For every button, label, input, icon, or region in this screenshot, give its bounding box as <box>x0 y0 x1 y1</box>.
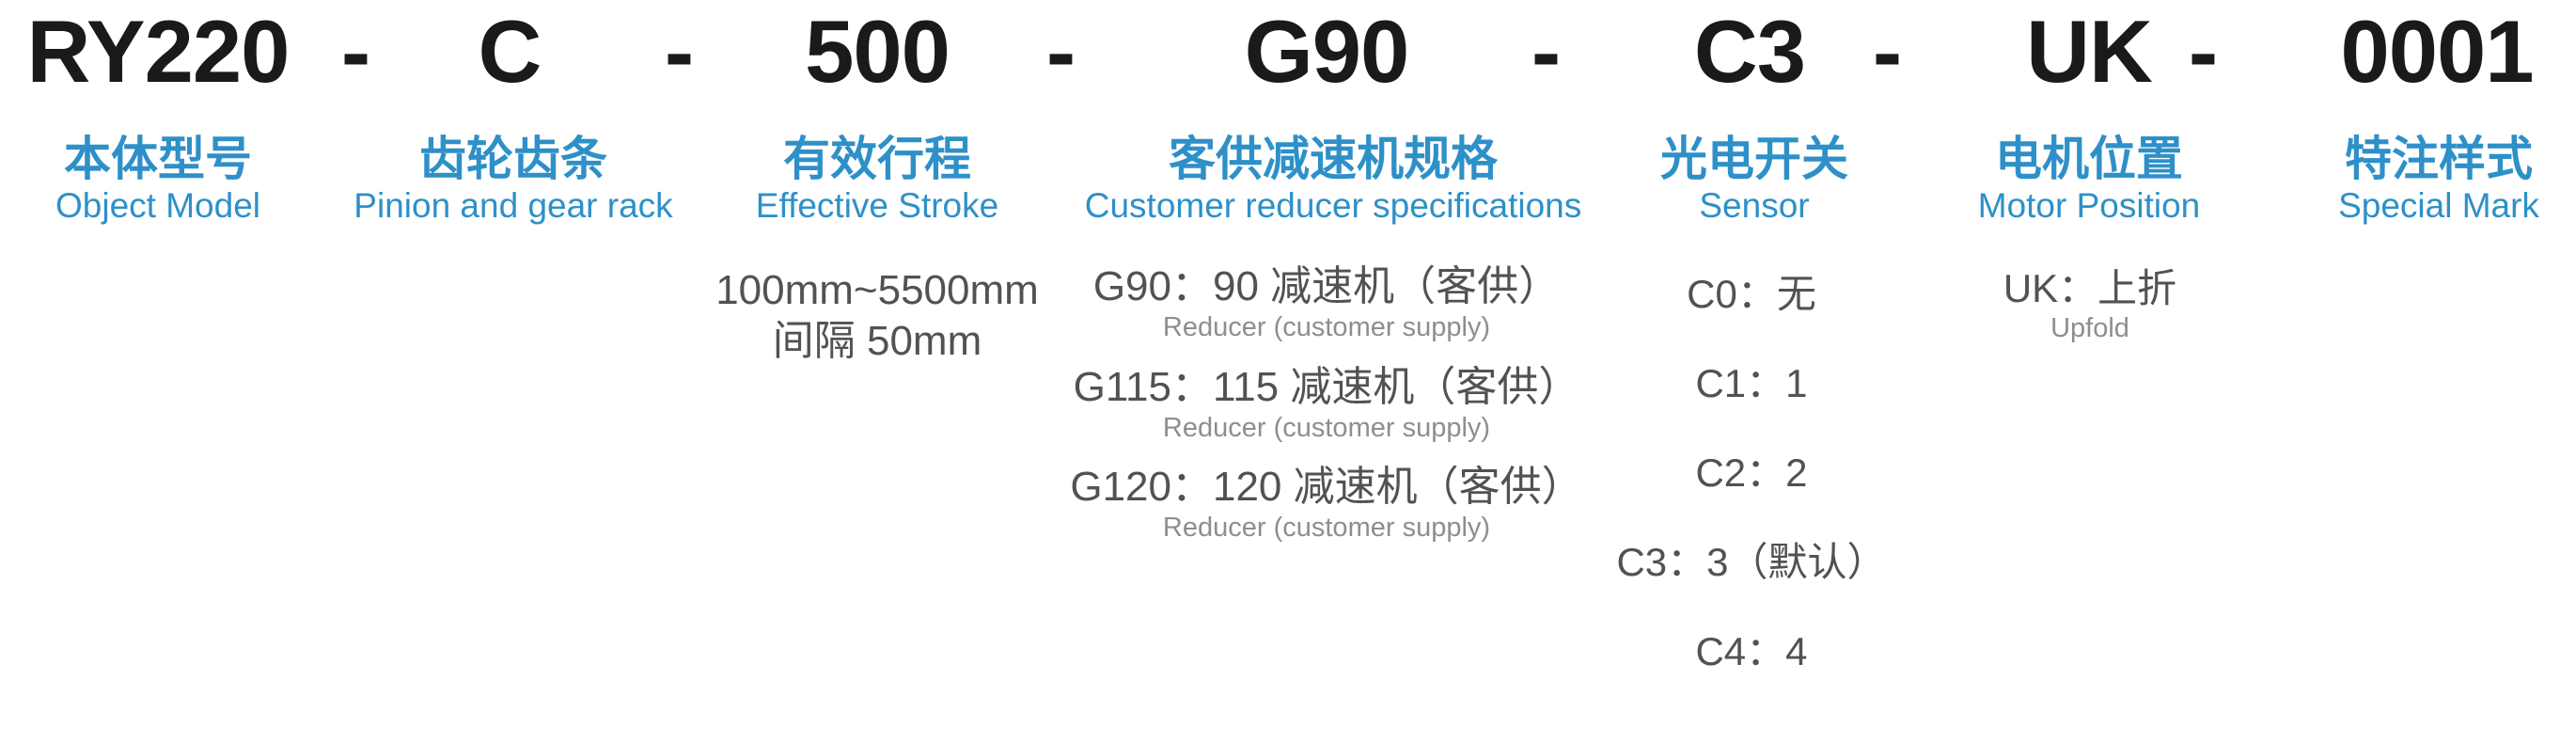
column-label-customer-reducer: 客供减速机规格 Customer reducer specifications <box>1085 134 1582 226</box>
code-separator: - <box>340 2 370 101</box>
code-separator: - <box>1531 2 1561 101</box>
label-zh: 电机位置 <box>1995 133 2183 185</box>
label-en: Sensor <box>1699 186 1810 225</box>
motor-position-option-uk: UK：上折 Upfold <box>2003 267 2176 344</box>
column-label-special-mark: 特注样式 Special Mark <box>2338 134 2539 226</box>
code-separator: - <box>1872 2 1902 101</box>
label-zh: 本体型号 <box>64 133 252 185</box>
code-separator: - <box>664 2 694 101</box>
sensor-option-c0: C0：无 <box>1687 272 1816 316</box>
label-en: Object Model <box>55 186 260 225</box>
reducer-option-text: G120：120 减速机（客供） <box>1070 464 1583 510</box>
code-separator: - <box>1045 2 1076 101</box>
reducer-option-sub: Reducer (customer supply) <box>1162 413 1491 443</box>
label-zh: 齿轮齿条 <box>418 133 607 185</box>
sensor-option-c2: C2：2 <box>1695 451 1808 495</box>
label-en: Effective Stroke <box>755 186 999 225</box>
label-zh: 客供减速机规格 <box>1169 133 1498 185</box>
reducer-option-g115: G115：115 减速机（客供） Reducer (customer suppl… <box>1074 364 1580 444</box>
reducer-option-text: G115：115 减速机（客供） <box>1073 364 1580 410</box>
label-zh: 有效行程 <box>782 133 971 185</box>
reducer-option-sub: Reducer (customer supply) <box>1162 312 1491 342</box>
sensor-option-c1: C1：1 <box>1695 361 1808 405</box>
code-segment-g90: G90 <box>1244 2 1410 101</box>
motor-position-option-text: UK：上折 <box>2003 266 2177 310</box>
column-label-pinion-gear-rack: 齿轮齿条 Pinion and gear rack <box>353 134 672 226</box>
column-label-sensor: 光电开关 Sensor <box>1660 134 1848 226</box>
reducer-option-sub: Reducer (customer supply) <box>1162 513 1491 543</box>
column-label-effective-stroke: 有效行程 Effective Stroke <box>756 134 998 226</box>
motor-position-option-sub: Upfold <box>2050 313 2129 343</box>
sensor-option-c4: C4：4 <box>1695 629 1808 673</box>
code-segment-ry220: RY220 <box>26 2 291 101</box>
reducer-option-g90: G90：90 减速机（客供） Reducer (customer supply) <box>1093 263 1560 343</box>
reducer-option-text: G90：90 减速机（客供） <box>1092 263 1561 309</box>
label-en: Special Mark <box>2338 186 2539 225</box>
code-segment-0001: 0001 <box>2340 2 2534 101</box>
stroke-range-detail: 100mm~5500mm 间隔 50mm <box>715 265 1039 367</box>
label-en: Motor Position <box>1977 186 2201 225</box>
code-segment-500: 500 <box>805 2 950 101</box>
stroke-range-line: 100mm~5500mm <box>715 267 1039 313</box>
sensor-option-c3: C3：3（默认） <box>1616 540 1887 584</box>
label-zh: 特注样式 <box>2344 133 2533 185</box>
column-label-object-model: 本体型号 Object Model <box>55 134 260 226</box>
code-segment-c3: C3 <box>1693 2 1806 101</box>
code-separator: - <box>2188 2 2218 101</box>
reducer-option-g120: G120：120 减速机（客供） Reducer (customer suppl… <box>1070 464 1582 544</box>
label-en: Pinion and gear rack <box>353 186 673 225</box>
label-en: Customer reducer specifications <box>1084 186 1582 225</box>
label-zh: 光电开关 <box>1660 133 1848 185</box>
code-segment-c: C <box>478 2 542 101</box>
stroke-step-line: 间隔 50mm <box>772 318 982 364</box>
code-segment-uk: UK <box>2026 2 2153 101</box>
column-label-motor-position: 电机位置 Motor Position <box>1978 134 2201 226</box>
